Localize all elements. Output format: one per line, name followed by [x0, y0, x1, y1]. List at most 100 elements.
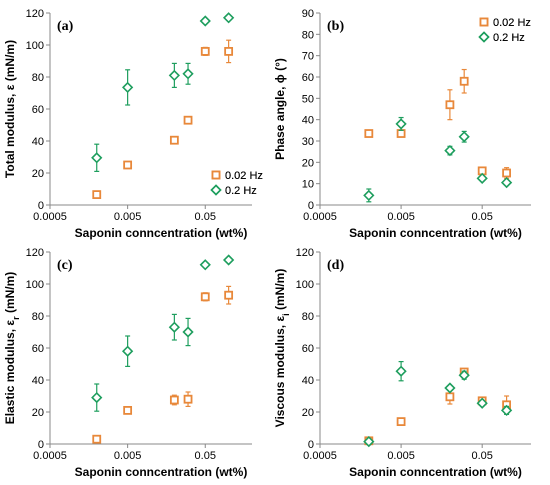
series-0.2hz [91, 254, 235, 412]
y-tick-label: 40 [32, 136, 44, 148]
y-tick-label: 0 [38, 439, 44, 451]
y-axis-label: Total modulus, ε (mN/m) [3, 40, 17, 178]
x-axis-label: Saponin conncentration (wt%) [75, 226, 248, 240]
x-tick-label: 0.005 [114, 450, 142, 462]
y-tick-label: 30 [302, 136, 314, 148]
y-tick-label: 0 [308, 200, 314, 212]
y-axis-label: Viscous modulus, εi (mN/m) [273, 269, 291, 428]
data-point [363, 435, 375, 448]
data-point [200, 47, 210, 56]
y-tick-label: 90 [302, 8, 314, 20]
data-point [395, 118, 407, 130]
x-tick-label: 0.05 [195, 211, 216, 223]
x-tick-label: 0.05 [471, 211, 492, 223]
y-tick-label: 60 [302, 343, 314, 355]
data-point [183, 394, 193, 404]
panel-c: 0 20 40 60 80 100 120 0.0005 0.005 0.05 Saponin co… [3, 170, 263, 479]
data-point [459, 76, 469, 86]
y-tick-label: 0 [308, 439, 314, 451]
data-point [224, 47, 234, 56]
data-point [396, 417, 406, 427]
y-tick-label: 20 [32, 407, 44, 419]
data-point [199, 15, 211, 27]
x-tick-label: 0.005 [387, 450, 415, 462]
y-tick-label: 0 [38, 200, 44, 212]
legend-label: 0.2 Hz [493, 32, 525, 44]
y-tick-label: 100 [26, 279, 44, 291]
series-0.02hz [364, 367, 511, 446]
y-tick-label: 120 [296, 247, 314, 259]
data-point [121, 81, 134, 94]
data-point [91, 152, 103, 164]
data-point [396, 129, 406, 138]
data-point [500, 176, 513, 189]
x-tick-label: 0.05 [471, 450, 492, 462]
x-axis-label: Saponin conncentration (wt%) [349, 226, 522, 240]
series-0.02hz [364, 68, 511, 179]
data-point [169, 135, 179, 145]
data-point [123, 160, 133, 170]
y-tick-label: 50 [302, 93, 314, 105]
legend-label: 0.2 Hz [493, 32, 525, 44]
data-point [222, 12, 235, 24]
y-tick-label: 80 [32, 311, 44, 323]
y-tick-label: 60 [302, 72, 314, 84]
legend: 0.02 Hz 0.2 Hz [210, 170, 263, 197]
legend-label: 0.02 Hz [493, 17, 531, 29]
data-point [199, 259, 211, 271]
panel-label: (b) [327, 19, 344, 34]
legend-label: 0.02 Hz [225, 170, 263, 182]
legend-marker [210, 184, 222, 196]
data-point [121, 345, 134, 357]
y-tick-label: 40 [302, 115, 314, 127]
data-point [500, 404, 513, 417]
y-axis-label: Elastic modulus, εr (mN/m) [3, 272, 21, 425]
data-point [169, 395, 179, 405]
series-0.2hz [363, 116, 513, 203]
y-tick-label: 20 [32, 168, 44, 180]
y-axis-label: Phase angle, ϕ (°) [273, 58, 287, 160]
data-point [444, 382, 456, 394]
data-point [445, 100, 455, 110]
legend-marker [211, 170, 221, 180]
x-tick-label: 0.0005 [303, 211, 337, 223]
panel-label: (c) [57, 258, 73, 273]
y-tick-label: 60 [32, 104, 44, 116]
legend-label: 0.2 Hz [225, 185, 257, 197]
panel-label: (a) [57, 19, 74, 34]
x-tick-label: 0.0005 [33, 450, 67, 462]
data-point [222, 254, 235, 266]
data-point [168, 321, 181, 333]
data-point [364, 129, 374, 138]
x-tick-label: 0.005 [387, 211, 415, 223]
series-0.02hz [92, 39, 234, 200]
data-point [183, 115, 193, 125]
x-axis-label: Saponin conncentration (wt%) [75, 465, 248, 479]
data-point [395, 365, 407, 377]
data-point [182, 68, 194, 80]
y-tick-label: 120 [26, 247, 44, 259]
data-point [476, 172, 488, 184]
x-tick-label: 0.005 [114, 211, 142, 223]
data-point [458, 369, 470, 381]
y-tick-label: 20 [302, 157, 314, 169]
y-tick-label: 40 [32, 375, 44, 387]
y-tick-label: 10 [302, 179, 314, 191]
y-tick-label: 20 [302, 407, 314, 419]
x-tick-label: 0.05 [195, 450, 216, 462]
x-tick-label: 0.0005 [33, 211, 67, 223]
data-point [92, 434, 102, 444]
legend-label: 0.02 Hz [225, 170, 263, 182]
data-point [92, 190, 102, 200]
y-tick-label: 120 [26, 8, 44, 20]
legend-marker [479, 17, 489, 27]
data-point [200, 292, 210, 302]
y-tick-label: 70 [302, 51, 314, 63]
data-point [123, 405, 133, 415]
data-point [458, 131, 470, 143]
panel-label: (d) [327, 258, 344, 273]
y-tick-label: 100 [296, 279, 314, 291]
legend: 0.02 Hz 0.2 Hz [478, 17, 531, 44]
data-point [91, 391, 103, 404]
